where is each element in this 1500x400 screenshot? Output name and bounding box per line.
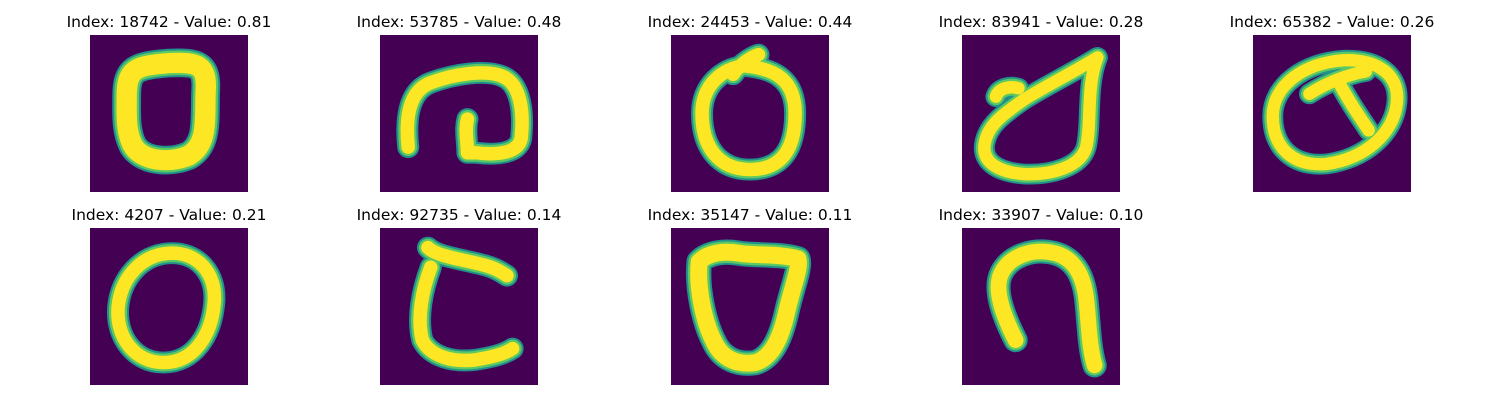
digit-image xyxy=(380,35,538,192)
digit-image xyxy=(380,228,538,385)
panel-title: Index: 53785 - Value: 0.48 xyxy=(356,13,562,31)
digit-glyph xyxy=(107,242,226,374)
panel-title: Index: 35147 - Value: 0.11 xyxy=(647,206,853,224)
digit-image xyxy=(671,35,829,192)
digit-image xyxy=(90,35,248,192)
panel-title: Index: 18742 - Value: 0.81 xyxy=(66,13,272,31)
panel-title: Index: 65382 - Value: 0.26 xyxy=(1229,13,1435,31)
digit-glyph xyxy=(691,43,807,181)
digit-glyph xyxy=(986,239,1107,378)
digit-glyph xyxy=(685,239,812,376)
digit-glyph xyxy=(112,48,221,175)
digit-image xyxy=(962,35,1120,192)
panel-title: Index: 92735 - Value: 0.14 xyxy=(356,206,562,224)
digit-image xyxy=(90,228,248,385)
digit-image xyxy=(962,228,1120,385)
panel-title: Index: 4207 - Value: 0.21 xyxy=(71,206,267,224)
digit-glyph xyxy=(396,61,534,165)
panel-title: Index: 33907 - Value: 0.10 xyxy=(938,206,1144,224)
digit-glyph xyxy=(409,236,524,372)
panel-title: Index: 24453 - Value: 0.44 xyxy=(647,13,853,31)
digit-image xyxy=(671,228,829,385)
digit-glyph xyxy=(1262,49,1408,175)
panel-title: Index: 83941 - Value: 0.28 xyxy=(938,13,1144,31)
digit-glyph xyxy=(974,47,1108,185)
digit-image xyxy=(1253,35,1411,192)
